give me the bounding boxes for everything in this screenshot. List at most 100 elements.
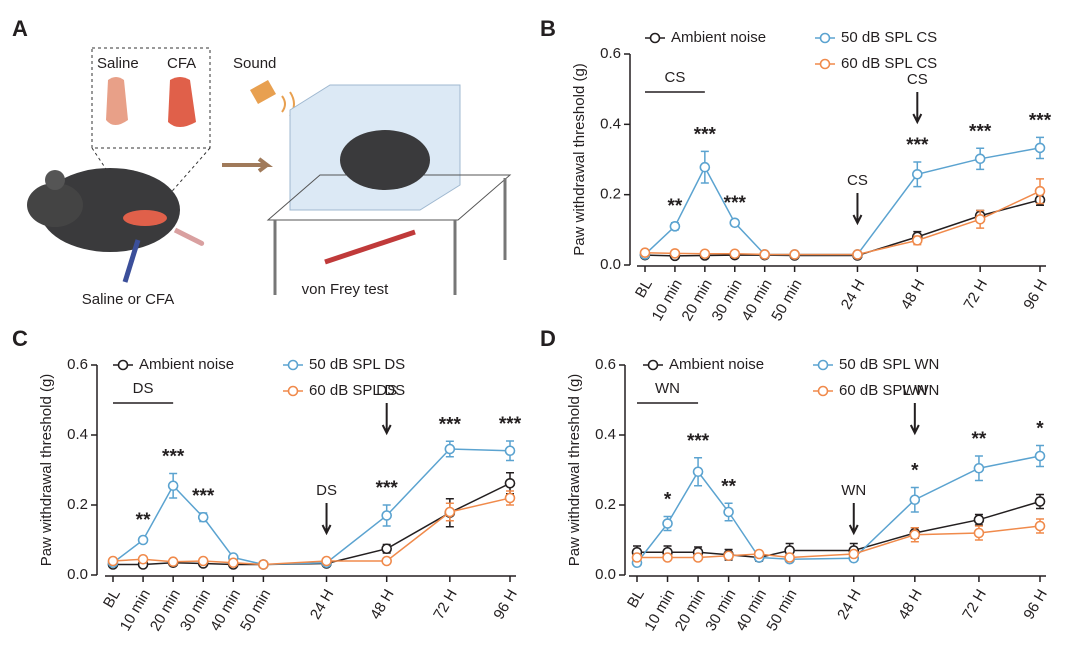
legend-marker [817,359,829,371]
legend-marker [287,359,299,371]
mouse [40,168,180,252]
legend-label: Ambient noise [139,356,234,373]
significance-label: * [1036,419,1044,440]
arrow-label: CS [847,172,868,189]
y-tick-label: 0.4 [67,426,88,443]
data-point [912,168,923,180]
data-point [729,248,741,260]
y-tick-label: 0.0 [67,566,88,583]
y-tick-label: 0.4 [595,426,616,443]
legend-marker [819,58,831,70]
legend-marker [649,32,661,44]
x-tick-label: 96 H [490,586,521,622]
data-point [321,555,332,567]
data-point [852,249,863,260]
data-point [1034,450,1046,462]
data-point [444,443,456,455]
y-tick-label: 0.4 [600,115,621,132]
series-line [112,497,511,566]
x-tick-label: BL [624,586,648,610]
data-point [973,527,985,539]
mouse-tail [173,227,205,246]
data-point [381,543,392,555]
legend-label: 60 dB SPL CS [841,55,937,72]
data-point [107,555,119,567]
cfa-label: CFA [167,55,196,72]
data-point [699,248,711,260]
data-point [692,466,704,478]
data-point [912,235,923,246]
significance-label: ** [972,429,987,450]
significance-label: * [664,490,672,511]
series-line [112,448,511,566]
significance-label: ** [668,196,683,217]
data-point [1034,142,1046,154]
y-tick-label: 0.6 [67,356,88,373]
panel-label: A [12,16,28,41]
x-tick-label: BL [632,276,656,300]
test-label: von Frey test [302,281,390,298]
data-point [137,553,149,565]
arrow-label: DS [376,382,397,399]
data-point [1034,496,1046,507]
arrow [909,403,920,436]
significance-label: *** [162,447,185,468]
data-point [669,221,681,232]
y-axis-label: Paw withdrawal threshold (g) [571,63,588,256]
x-tick-label: 72 H [960,276,991,312]
data-point [974,213,986,225]
series-line [644,199,1041,257]
series-line [644,190,1041,256]
chart-panel: B 0.0 0.2 0.4 0.6 Paw withdrawal threshold (g… [540,16,1052,324]
panel-label: D [540,326,556,351]
x-tick-label: 24 H [834,586,865,622]
paw-saline [106,77,128,125]
data-point [639,247,651,258]
bracket-label: DS [133,380,154,397]
significance-label: *** [906,135,929,156]
inset-box [91,47,211,149]
bracket-label: CS [665,69,686,86]
y-axis-label: Paw withdrawal threshold (g) [38,374,55,567]
legend-label: Ambient noise [671,29,766,46]
significance-label: ** [136,510,151,531]
x-tick-label: 96 H [1020,586,1051,622]
syringe [122,239,141,283]
significance-label: *** [439,414,462,435]
test-mouse [340,130,430,190]
legend-marker [817,385,829,397]
arrow-label: WN [902,382,927,399]
data-point [197,511,209,523]
significance-label: *** [969,121,992,142]
x-tick-label: BL [100,586,124,610]
data-point [381,510,392,521]
significance-label: ** [721,476,736,497]
data-point [729,217,741,229]
x-tick-label: 24 H [838,276,869,312]
arrow-label: WN [841,482,866,499]
injection-label: Saline or CFA [82,291,175,308]
data-point [258,559,269,570]
significance-label: *** [1029,110,1052,131]
paw-cfa [168,77,196,127]
x-tick-label: 48 H [898,276,929,312]
series-line [637,500,1041,559]
y-tick-label: 0.6 [595,356,616,373]
significance-label: *** [192,486,215,507]
y-tick-label: 0.2 [600,186,621,203]
data-point [784,552,795,563]
data-point [692,552,704,563]
data-point [1034,520,1046,532]
sound-label: Sound [233,55,276,72]
legend-label: 50 dB SPL CS [841,29,937,46]
x-tick-label: 24 H [307,586,338,622]
illustration: A Saline or CFA Saline CFA Sound von Fre… [12,16,512,308]
mouse-head [27,183,83,227]
data-point [504,492,516,504]
arrow [912,92,923,125]
data-point [909,529,921,541]
mesh-table [266,174,512,221]
legend-marker [117,359,129,371]
data-point [669,248,681,259]
data-point [504,477,516,489]
